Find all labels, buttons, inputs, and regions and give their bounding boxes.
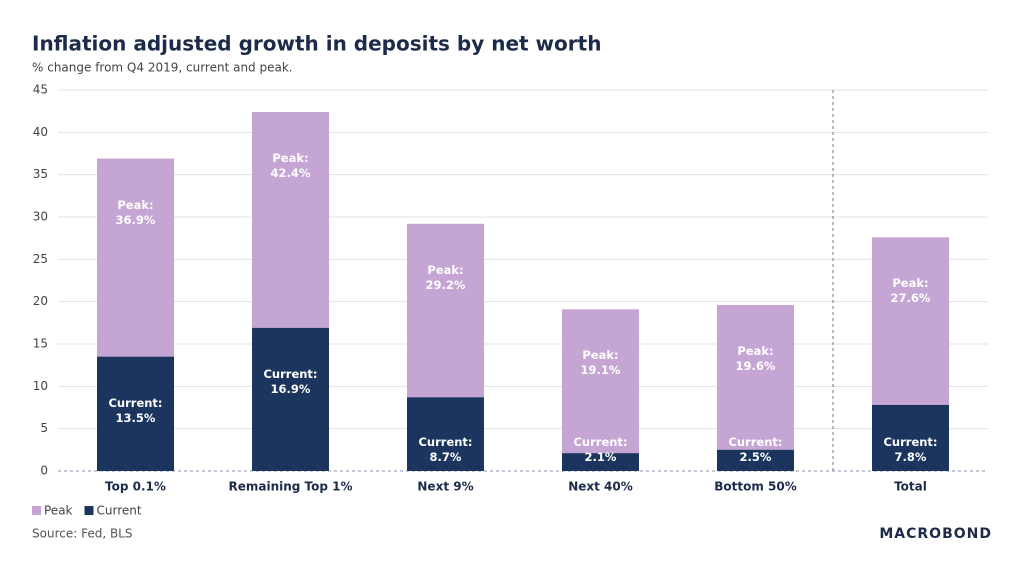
x-tick-label: Next 40%: [568, 480, 633, 494]
bar-current: [252, 327, 329, 471]
y-tick-label: 30: [33, 210, 48, 224]
x-tick-label: Bottom 50%: [714, 480, 797, 494]
y-tick-label: 25: [33, 252, 48, 266]
peak-label: Peak: 27.6%: [890, 276, 931, 306]
x-tick-label: Remaining Top 1%: [228, 480, 352, 494]
y-tick-label: 35: [33, 167, 48, 181]
legend-swatch: [32, 506, 41, 515]
peak-label: Peak: 19.6%: [735, 344, 776, 374]
y-tick-label: 10: [33, 379, 48, 393]
source: Source: Fed, BLS: [32, 527, 132, 541]
peak-label: Peak: 29.2%: [425, 262, 466, 292]
legend-label: Peak: [44, 504, 73, 518]
current-label: Current: 13.5%: [108, 395, 163, 425]
y-tick-label: 45: [33, 83, 48, 97]
y-tick-label: 0: [40, 464, 48, 478]
bar-current: [717, 449, 794, 471]
brand-logo: MACROBOND: [879, 526, 992, 542]
peak-label: Peak: 36.9%: [115, 197, 156, 227]
bar-peak: [562, 309, 639, 471]
current-label: Current: 2.1%: [573, 435, 628, 464]
bar-current: [97, 356, 174, 471]
y-tick-label: 15: [33, 337, 48, 351]
peak-label: Peak: 42.4%: [270, 151, 311, 180]
current-label: Current: 2.5%: [728, 435, 783, 464]
current-label: Current: 7.8%: [883, 435, 938, 464]
x-tick-label: Total: [894, 480, 927, 494]
y-tick-label: 40: [33, 125, 48, 139]
bar-current: [872, 404, 949, 471]
current-label: Current: 16.9%: [263, 366, 318, 396]
x-tick-label: Top 0.1%: [105, 480, 166, 494]
chart-subtitle: % change from Q4 2019, current and peak.: [32, 61, 293, 75]
peak-label: Peak: 19.1%: [580, 348, 621, 378]
legend-label: Current: [97, 504, 142, 518]
x-tick-label: Next 9%: [417, 480, 473, 494]
bar-current: [562, 453, 639, 471]
y-tick-label: 20: [33, 294, 48, 308]
y-tick-label: 5: [40, 421, 48, 435]
legend-swatch: [84, 506, 94, 515]
bar-current: [407, 397, 484, 471]
bar-peak: [717, 305, 794, 471]
chart-title: Inflation adjusted growth in deposits by…: [32, 32, 601, 56]
current-label: Current: 8.7%: [418, 435, 473, 464]
